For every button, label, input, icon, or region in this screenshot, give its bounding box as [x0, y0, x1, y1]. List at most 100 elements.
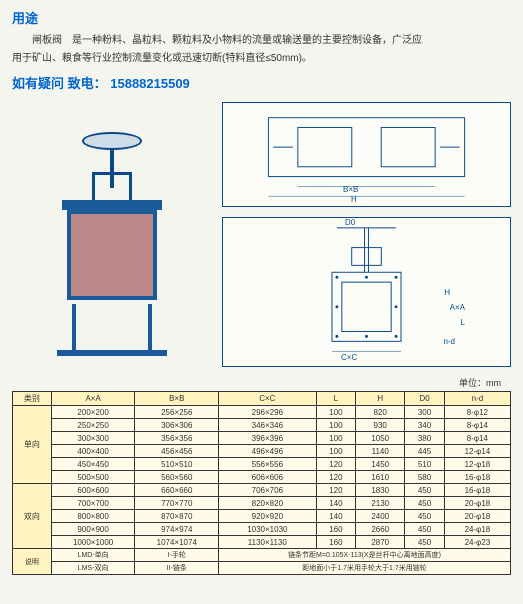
- table-cell: 770×770: [135, 497, 219, 510]
- table-cell: 600×600: [51, 484, 135, 497]
- table-cell: 450×450: [51, 458, 135, 471]
- table-cell: 1074×1074: [135, 536, 219, 549]
- table-cell: 496×496: [219, 445, 317, 458]
- dim-label-h: H: [351, 195, 357, 204]
- table-cell: 800×800: [51, 510, 135, 523]
- table-cell: 160: [316, 523, 356, 536]
- th-h: H: [356, 392, 405, 406]
- table-cell: 870×870: [135, 510, 219, 523]
- section-title: 用途: [12, 8, 511, 27]
- table-cell: 450: [405, 523, 445, 536]
- table-row: 250×250306×306346×3461009303408-φ14: [13, 419, 511, 432]
- table-cell: 1050: [356, 432, 405, 445]
- table-cell: 660×660: [135, 484, 219, 497]
- dim-label-a: A×A: [450, 303, 465, 312]
- table-cell: 12-φ14: [444, 445, 510, 458]
- yoke-icon: [92, 172, 132, 202]
- table-cell: 100: [316, 406, 356, 419]
- table-cell: 20-φ18: [444, 510, 510, 523]
- contact-label: 如有疑问 致电：: [12, 76, 107, 91]
- table-cell: 250×250: [51, 419, 135, 432]
- table-cell: 1830: [356, 484, 405, 497]
- table-cell: 8-φ14: [444, 432, 510, 445]
- schematic-column: B×B H D0 H A×A L C×C n-d: [222, 102, 511, 372]
- table-cell: 346×346: [219, 419, 317, 432]
- table-body: 单向200×200256×256296×2961008203008-φ12250…: [13, 406, 511, 575]
- table-cell: 12-φ18: [444, 458, 510, 471]
- table-cell: 1450: [356, 458, 405, 471]
- table-cell: 1610: [356, 471, 405, 484]
- table-cell: 510: [405, 458, 445, 471]
- th-category: 类别: [13, 392, 52, 406]
- table-cell: 556×556: [219, 458, 317, 471]
- gate-plate-icon: [67, 210, 157, 300]
- legs-icon: [72, 304, 152, 354]
- table-cell: 500×500: [51, 471, 135, 484]
- table-cell: 380: [405, 432, 445, 445]
- table-cell: 456×456: [135, 445, 219, 458]
- table-cell: 510×510: [135, 458, 219, 471]
- top-view-schematic: B×B H: [222, 102, 511, 207]
- table-cell: 974×974: [135, 523, 219, 536]
- table-cell: 120: [316, 484, 356, 497]
- th-d0: D0: [405, 392, 445, 406]
- table-row: 700×700770×770820×820140213045020-φ18: [13, 497, 511, 510]
- side-view-schematic: D0 H A×A L C×C n-d: [222, 217, 511, 367]
- table-cell: 100: [316, 432, 356, 445]
- unit-label: 单位：mm: [12, 376, 511, 389]
- table-cell: 120: [316, 458, 356, 471]
- note-row-2: LMS-双向II-链条距地面小于1.7米用手轮大于1.7米用链轮: [13, 562, 511, 575]
- note-cell: 距地面小于1.7米用手轮大于1.7米用链轮: [219, 562, 511, 575]
- table-cell: 300×300: [51, 432, 135, 445]
- table-header-row: 类别 A×A B×B C×C L H D0 n-d: [13, 392, 511, 406]
- table-cell: 8-φ12: [444, 406, 510, 419]
- table-row: 400×400456×456496×496100114044512-φ14: [13, 445, 511, 458]
- table-cell: 24-φ18: [444, 523, 510, 536]
- dim-label-c: C×C: [341, 353, 357, 362]
- th-l: L: [316, 392, 356, 406]
- category-note: 说明: [13, 549, 52, 575]
- table-cell: 445: [405, 445, 445, 458]
- table-cell: 340: [405, 419, 445, 432]
- dim-label-b: B×B: [343, 185, 358, 194]
- note-cell: 链条节距M=0.105X-113(X是丝杆中心离地面高度): [219, 549, 511, 562]
- category-single: 单向: [13, 406, 52, 484]
- table-row: 500×500560×560606×606120161058016-φ18: [13, 471, 511, 484]
- table-cell: 396×396: [219, 432, 317, 445]
- table-cell: 450: [405, 536, 445, 549]
- table-cell: 700×700: [51, 497, 135, 510]
- table-cell: 820×820: [219, 497, 317, 510]
- table-cell: 2400: [356, 510, 405, 523]
- contact-phone: 15888215509: [110, 76, 190, 91]
- table-cell: 8-φ14: [444, 419, 510, 432]
- table-cell: 296×296: [219, 406, 317, 419]
- th-b: B×B: [135, 392, 219, 406]
- table-cell: 1140: [356, 445, 405, 458]
- table-cell: 300: [405, 406, 445, 419]
- body-top-icon: [62, 200, 162, 210]
- dim-label-nd: n-d: [443, 337, 455, 346]
- table-cell: 160: [316, 536, 356, 549]
- table-cell: 1000×1000: [51, 536, 135, 549]
- table-cell: 16-φ18: [444, 484, 510, 497]
- table-cell: 706×706: [219, 484, 317, 497]
- table-cell: 450: [405, 497, 445, 510]
- th-a: A×A: [51, 392, 135, 406]
- th-nd: n-d: [444, 392, 510, 406]
- table-cell: 900×900: [51, 523, 135, 536]
- table-cell: 560×560: [135, 471, 219, 484]
- dim-label-h2: H: [444, 288, 450, 297]
- note-cell: II-链条: [135, 562, 219, 575]
- spec-table: 类别 A×A B×B C×C L H D0 n-d 单向200×200256×2…: [12, 391, 511, 575]
- table-row: 1000×10001074×10741130×1130160287045024-…: [13, 536, 511, 549]
- table-row: 800×800870×870920×920140240045020-φ18: [13, 510, 511, 523]
- table-row: 单向200×200256×256296×2961008203008-φ12: [13, 406, 511, 419]
- table-cell: 400×400: [51, 445, 135, 458]
- table-row: 450×450510×510556×556120145051012-φ18: [13, 458, 511, 471]
- table-cell: 1130×1130: [219, 536, 317, 549]
- table-cell: 606×606: [219, 471, 317, 484]
- table-cell: 820: [356, 406, 405, 419]
- table-cell: 356×356: [135, 432, 219, 445]
- table-cell: 100: [316, 445, 356, 458]
- description-line-2: 用于矿山、粮食等行业控制流量变化或迅速切断(特料直径≤50mm)。: [12, 51, 511, 67]
